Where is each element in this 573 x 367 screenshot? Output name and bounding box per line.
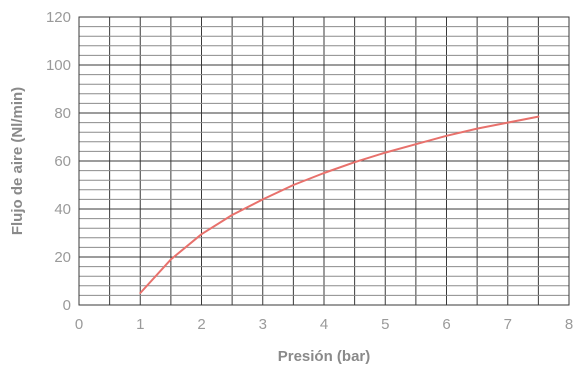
x-tick-label: 3: [259, 316, 267, 333]
x-tick-label: 7: [504, 316, 512, 333]
plot-frame: [78, 16, 570, 306]
x-tick-label: 0: [75, 316, 83, 333]
y-tick-label: 120: [46, 9, 71, 26]
x-tick-labels: 0 1 2 3 4 5 6 7 8: [75, 316, 573, 333]
series-line: [139, 115, 540, 294]
x-tick-label: 4: [320, 316, 328, 333]
series-layer: [139, 115, 540, 294]
y-tick-label: 0: [63, 297, 71, 314]
x-tick-label: 5: [381, 316, 389, 333]
y-tick-label: 80: [54, 105, 71, 122]
grid: [78, 16, 570, 306]
y-tick-label: 100: [46, 57, 71, 74]
y-tick-label: 40: [54, 201, 71, 218]
y-tick-label: 60: [54, 153, 71, 170]
y-tick-labels: 0 20 40 60 80 100 120: [46, 9, 71, 314]
x-tick-label: 1: [136, 316, 144, 333]
x-tick-label: 2: [197, 316, 205, 333]
y-axis-title: Flujo de aire (Nl/min): [9, 87, 26, 235]
x-axis-title: Presión (bar): [278, 348, 371, 365]
x-tick-label: 6: [442, 316, 450, 333]
y-tick-label: 20: [54, 249, 71, 266]
x-tick-label: 8: [565, 316, 573, 333]
